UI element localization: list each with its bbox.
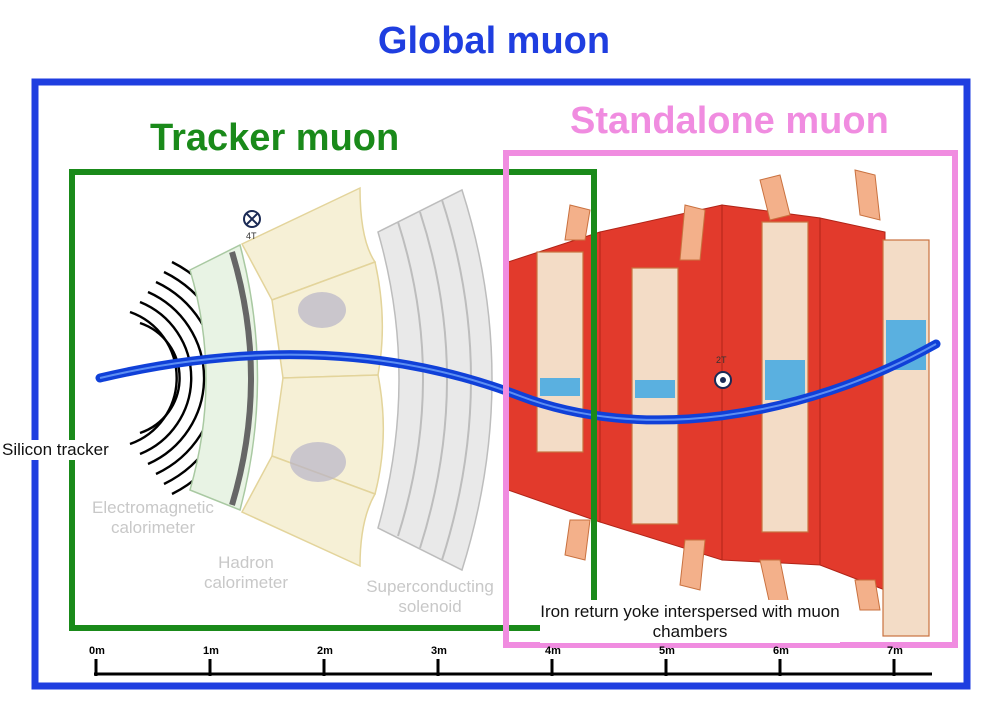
solenoid-region [377, 188, 493, 572]
field-4t-label: 4T [246, 231, 257, 241]
tracker-muon-title: Tracker muon [150, 117, 400, 159]
global-muon-box [31, 78, 971, 690]
standalone-muon-box [503, 150, 958, 648]
global-muon-title: Global muon [377, 20, 611, 62]
hcal-label: Hadron calorimeter [203, 553, 289, 592]
iron-yoke-label: Iron return yoke interspersed with muon … [540, 600, 840, 644]
axis-tick-5m: 5m [659, 645, 675, 657]
yoke-bracket-tabs [564, 169, 881, 611]
solenoid-label: Superconducting solenoid [366, 577, 494, 616]
standalone-muon-title: Standalone muon [570, 100, 889, 142]
axis-tick-4m: 4m [545, 645, 561, 657]
muon-chamber-blue-segments [540, 320, 926, 400]
axis-tick-0m: 0m [89, 645, 105, 657]
ecal-region [189, 243, 259, 512]
ecal-outer-ring [229, 251, 254, 506]
hcal-blobs [290, 292, 346, 482]
tracker-muon-box [69, 169, 597, 631]
axis-tick-6m: 6m [773, 645, 789, 657]
field-2t-label: 2T [716, 355, 727, 365]
distance-axis [94, 659, 932, 676]
hcal-region [240, 186, 385, 568]
axis-tick-1m: 1m [203, 645, 219, 657]
field-symbol-4t-icon [243, 210, 261, 228]
ecal-label: Electromagnetic calorimeter [92, 498, 214, 537]
axis-tick-3m: 3m [431, 645, 447, 657]
axis-tick-7m: 7m [887, 645, 903, 657]
field-symbol-2t-icon [714, 371, 732, 389]
axis-tick-2m: 2m [317, 645, 333, 657]
muon-track-highlight [99, 343, 937, 421]
silicon-tracker-label: Silicon tracker [2, 440, 109, 460]
